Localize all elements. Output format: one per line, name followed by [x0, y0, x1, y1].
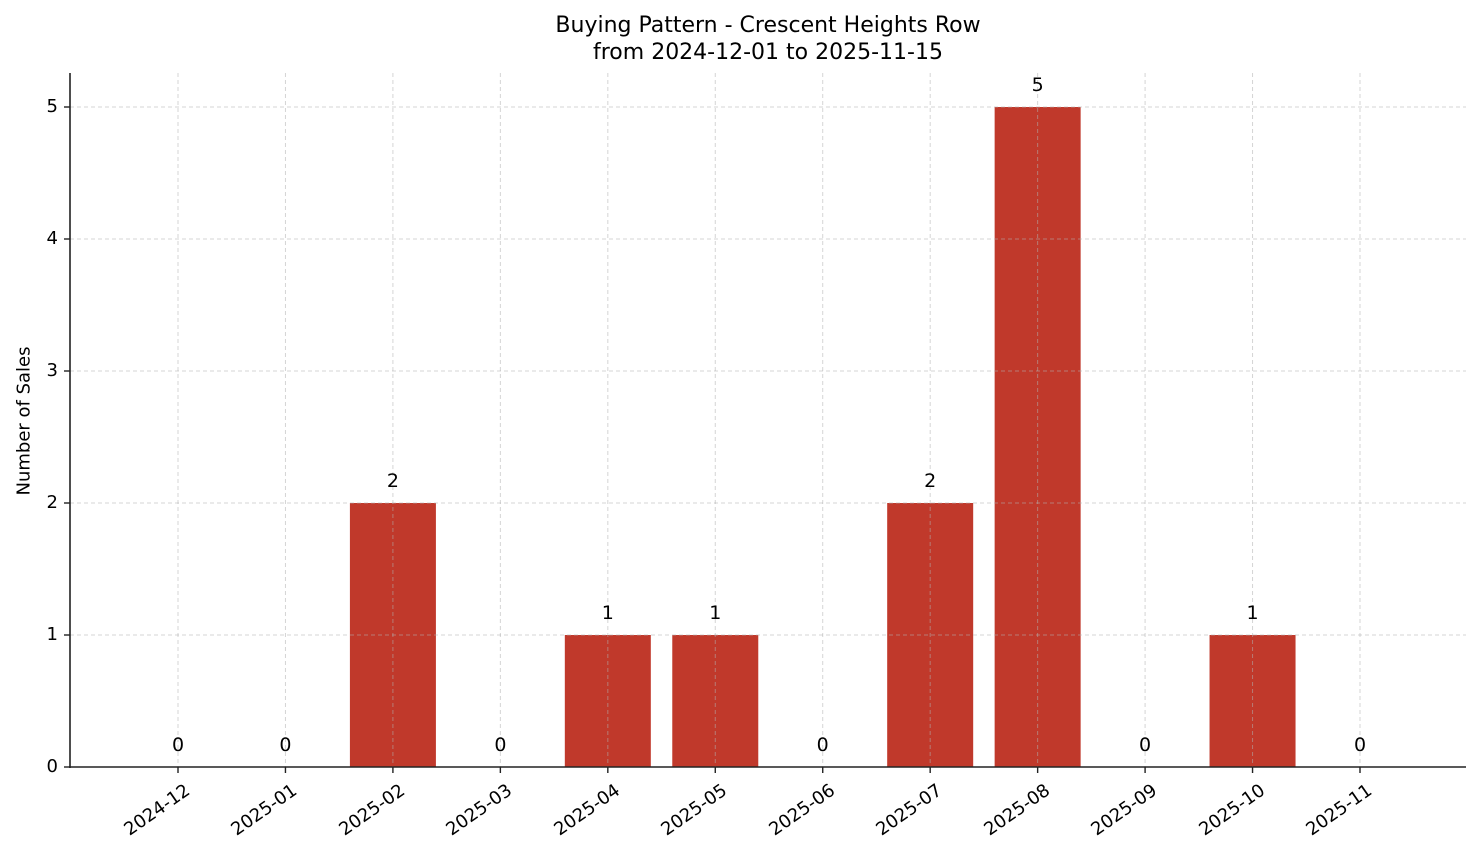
y-tick-label: 3 — [46, 360, 58, 381]
bar-value-label: 1 — [1246, 602, 1259, 624]
bar-value-label: 0 — [171, 734, 185, 756]
bar-value-label: 5 — [1031, 74, 1044, 96]
y-tick-label: 0 — [46, 756, 58, 777]
bar-value-label: 0 — [1353, 734, 1367, 756]
y-tick-label: 1 — [46, 624, 58, 645]
chart-subtitle: from 2024-12-01 to 2025-11-15 — [593, 40, 943, 65]
bar-value-label: 0 — [1139, 734, 1152, 756]
y-tick-label: 2 — [46, 492, 58, 513]
bar-value-label: 1 — [709, 602, 722, 624]
bar-value-label: 0 — [279, 734, 292, 756]
bar-value-label: 2 — [386, 470, 399, 492]
bar-value-label: 0 — [816, 734, 829, 756]
y-tick-label: 4 — [46, 228, 58, 249]
bar-value-label: 2 — [924, 470, 937, 492]
bar-value-label: 1 — [601, 602, 614, 624]
bar-value-label: 0 — [494, 734, 507, 756]
chart-title: Buying Pattern - Crescent Heights Row — [555, 13, 981, 38]
y-tick-label: 5 — [46, 96, 58, 117]
